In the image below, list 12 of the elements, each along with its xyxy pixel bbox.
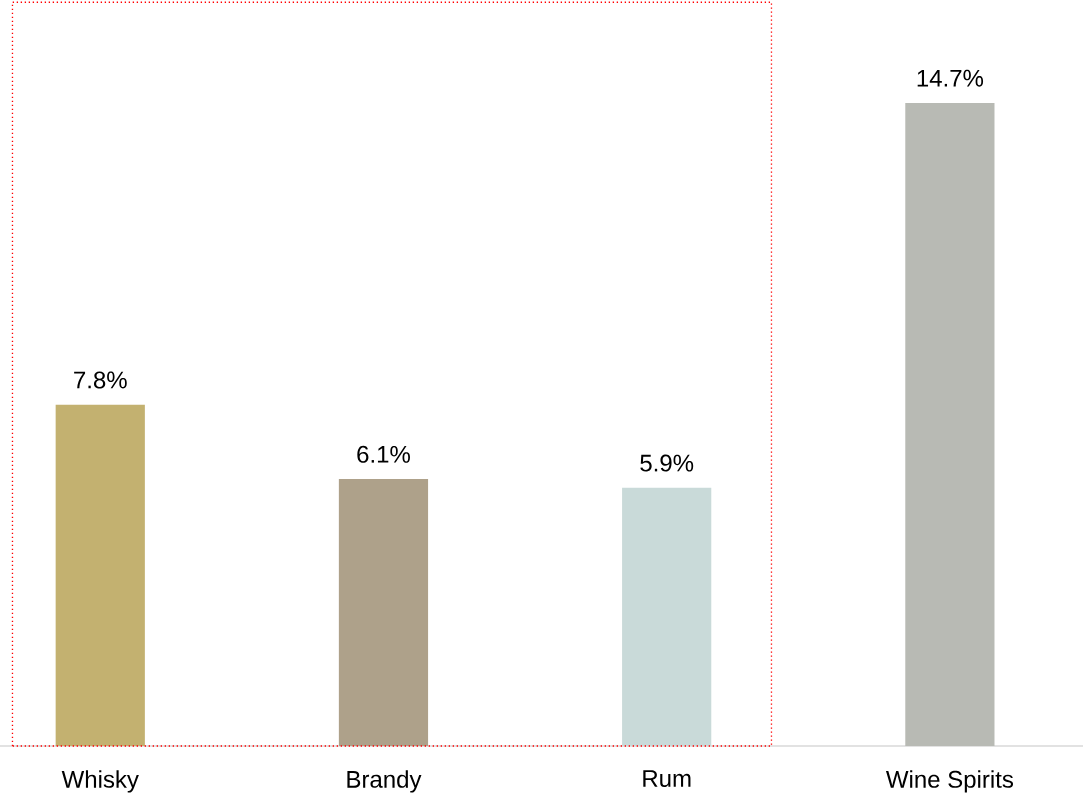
x-tick-label: Wine Spirits bbox=[885, 770, 1014, 793]
x-tick-label: Rum bbox=[643, 770, 691, 787]
bar bbox=[622, 487, 712, 746]
x-tick-label: Whisky bbox=[61, 770, 139, 793]
bar bbox=[338, 479, 429, 746]
bar bbox=[55, 404, 145, 746]
data-label: 14.7% bbox=[917, 69, 984, 87]
data-label: 5.9% bbox=[640, 454, 694, 472]
data-label: 6.1% bbox=[357, 445, 410, 463]
x-tick-label: Brandy bbox=[347, 770, 422, 793]
data-label: 7.8% bbox=[74, 371, 127, 389]
bar bbox=[905, 102, 995, 746]
